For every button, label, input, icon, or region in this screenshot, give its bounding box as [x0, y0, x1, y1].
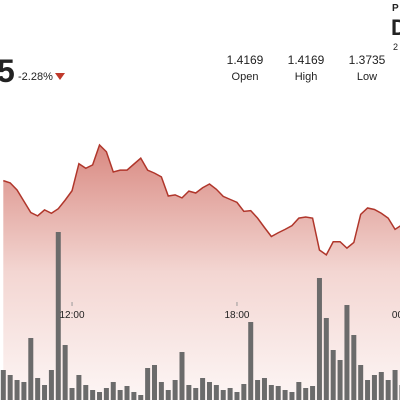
corner-text: 2 [393, 42, 398, 52]
price: 5 [0, 53, 15, 89]
volume-bar [344, 305, 350, 400]
volume-bar [371, 375, 377, 400]
volume-bar [0, 370, 6, 400]
volume-bar [248, 322, 254, 400]
volume-bar [193, 388, 199, 400]
volume-bar [289, 392, 295, 400]
down-arrow [55, 73, 65, 80]
volume-bar [268, 385, 274, 400]
volume-bar [138, 395, 144, 400]
volume-bar [55, 232, 61, 400]
x-tick-label: 00 [392, 310, 400, 321]
volume-bar [392, 370, 398, 400]
price-area [3, 145, 400, 400]
volume-bar [131, 392, 137, 400]
volume-bar [97, 392, 103, 400]
volume-bar [83, 385, 89, 400]
volume-bar [14, 380, 20, 400]
volume-bar [48, 370, 54, 400]
volume-bar [365, 380, 371, 400]
stat-value: 1.4169 [227, 53, 264, 67]
volume-bar [310, 386, 316, 400]
volume-bar [296, 382, 302, 400]
stat-value: 1.3735 [349, 53, 386, 67]
volume-bar [275, 386, 281, 400]
x-tick-label: 18:00 [224, 310, 249, 321]
volume-bar [42, 385, 48, 400]
volume-bar [385, 380, 391, 400]
volume-bar [241, 384, 247, 400]
volume-bar [261, 378, 267, 400]
volume-bar [323, 318, 329, 400]
volume-bar [103, 388, 109, 400]
volume-bar [90, 390, 96, 400]
volume-bar [145, 368, 151, 400]
volume-bar [316, 278, 322, 400]
volume-bar [76, 375, 82, 400]
volume-bar [358, 365, 364, 400]
volume-bar [220, 390, 226, 400]
volume-bar [110, 382, 116, 400]
volume-bar [35, 378, 41, 400]
stat-label: Open [232, 71, 259, 83]
volume-bar [282, 390, 288, 400]
volume-bar [255, 380, 261, 400]
volume-bar [28, 338, 34, 400]
volume-bar [330, 350, 336, 400]
volume-bar [213, 385, 219, 400]
corner-text: P [392, 3, 399, 14]
volume-bar [165, 390, 171, 400]
volume-bar [200, 378, 206, 400]
volume-bar [172, 380, 178, 400]
volume-bar [234, 392, 240, 400]
stat-label: High [295, 71, 318, 83]
price-line [3, 143, 400, 256]
stat-value: 1.4169 [288, 53, 325, 67]
change: -2.28% [18, 71, 53, 83]
volume-bar [227, 388, 233, 400]
volume-bar [206, 382, 212, 400]
volume-bar [117, 390, 123, 400]
volume-bar [186, 385, 192, 400]
volume-bar [69, 388, 75, 400]
volume-bar [303, 388, 309, 400]
stat-label: Low [357, 71, 377, 83]
volume-bar [7, 375, 13, 400]
x-tick-label: 12:00 [60, 310, 85, 321]
volume-bar [21, 382, 27, 400]
volume-bar [158, 382, 164, 400]
volume-bar [351, 335, 357, 400]
volume-bar [378, 372, 384, 400]
volume-bar [62, 345, 68, 400]
corner-text: D [391, 15, 400, 40]
volume-bar [179, 352, 185, 400]
volume-bar [124, 386, 130, 400]
volume-bar [337, 360, 343, 400]
volume-bar [152, 365, 158, 400]
plot: 12:00 18:00 00 [0, 143, 400, 400]
